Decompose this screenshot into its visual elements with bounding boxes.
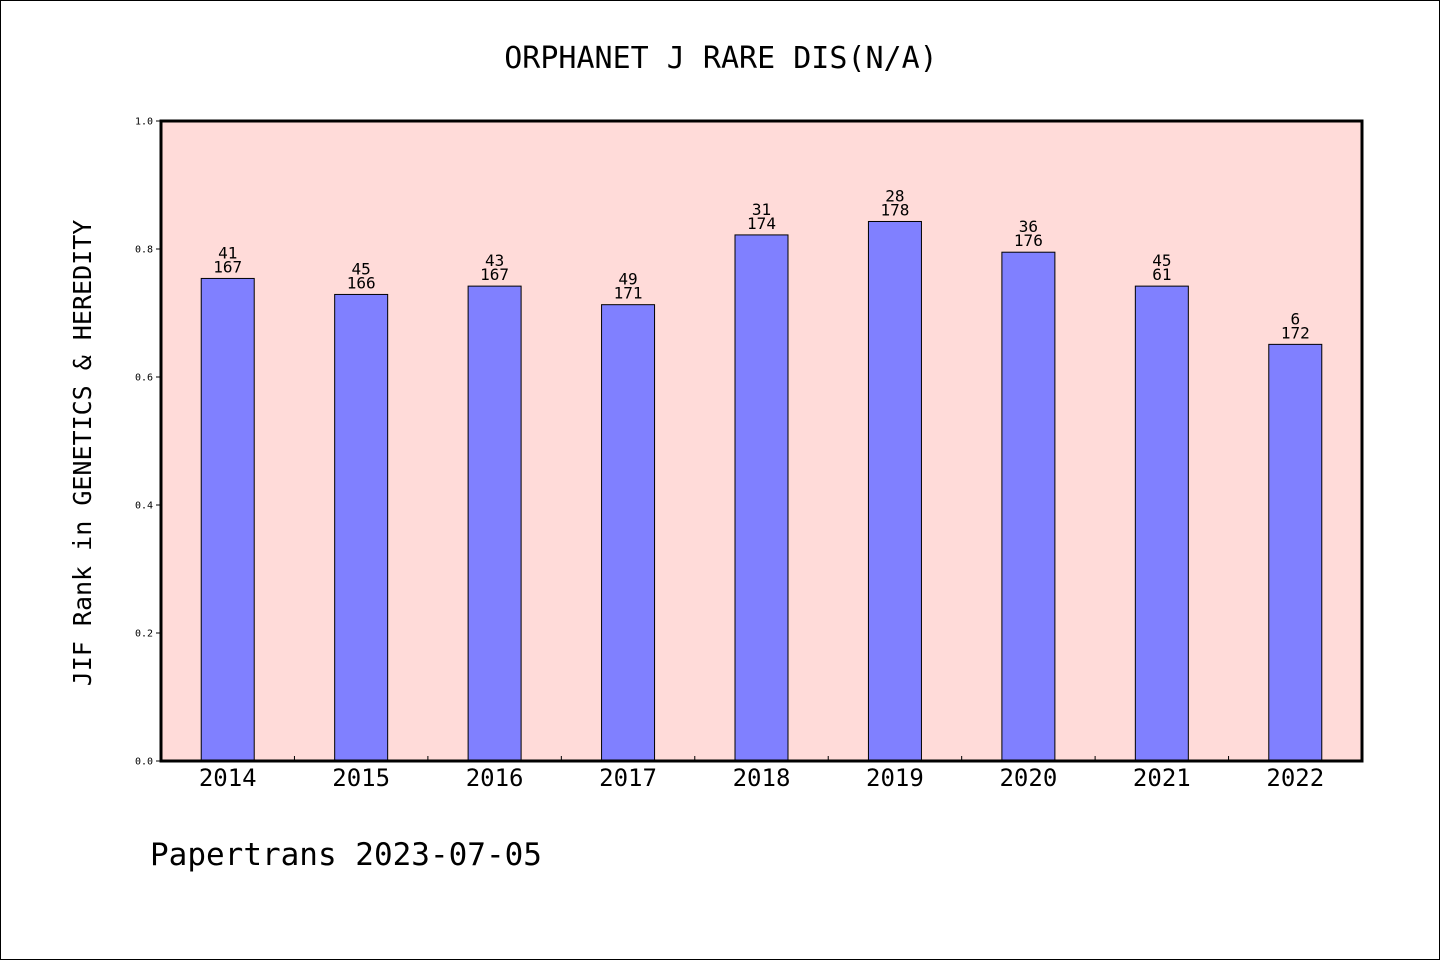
- bar-rank-label: 41: [218, 243, 237, 262]
- bar-rank-label: 43: [485, 251, 504, 270]
- bar: [334, 293, 389, 762]
- bar-rank-label: 36: [1019, 217, 1038, 236]
- chart-title: ORPHANET J RARE DIS(N/A): [504, 41, 937, 76]
- x-tick-label: 2020: [999, 764, 1057, 792]
- footer-text: Papertrans 2023-07-05: [150, 837, 542, 873]
- x-tick-label: 2014: [199, 764, 257, 792]
- bar-total-label: 167: [480, 265, 509, 284]
- bar-total-label: 171: [614, 284, 643, 303]
- bar: [1134, 285, 1189, 762]
- bar-rank-label: 28: [885, 186, 904, 205]
- x-tick-label: 2015: [332, 764, 390, 792]
- bar: [601, 304, 656, 762]
- bar-total-label: 167: [213, 257, 242, 276]
- x-tick-label: 2018: [733, 764, 791, 792]
- bar: [467, 285, 522, 762]
- x-tick-label: 2016: [466, 764, 524, 792]
- bar-rank-label: 49: [618, 270, 637, 289]
- y-tick-label: 0.0: [135, 757, 153, 768]
- bar: [1001, 251, 1056, 762]
- y-tick-label: 0.2: [135, 629, 153, 640]
- x-tick-label: 2021: [1133, 764, 1191, 792]
- bar: [200, 277, 255, 762]
- bar-rank-label: 31: [752, 200, 771, 219]
- y-tick-label: 0.8: [135, 245, 153, 256]
- x-tick-label: 2017: [599, 764, 657, 792]
- y-tick-label: 0.6: [135, 373, 153, 384]
- plot-border: [159, 119, 1364, 763]
- bar-total-label: 176: [1014, 231, 1043, 250]
- bar-total-label: 172: [1281, 323, 1310, 342]
- bar-total-label: 166: [347, 273, 376, 292]
- bar-rank-label: 6: [1290, 309, 1300, 328]
- bar: [867, 220, 922, 762]
- bar-total-label: 178: [880, 200, 909, 219]
- bar: [734, 234, 789, 762]
- bar-rank-label: 45: [1152, 251, 1171, 270]
- bar-total-label: 61: [1152, 265, 1171, 284]
- x-tick-label: 2022: [1266, 764, 1324, 792]
- bar: [1268, 343, 1323, 762]
- y-axis-label: JIF Rank in GENETICS & HEREDITY: [68, 220, 97, 687]
- bar-total-label: 174: [747, 214, 776, 233]
- bar-rank-label: 45: [352, 259, 371, 278]
- x-tick-label: 2019: [866, 764, 924, 792]
- y-tick-label: 0.4: [135, 501, 153, 512]
- y-tick-label: 1.0: [135, 117, 153, 128]
